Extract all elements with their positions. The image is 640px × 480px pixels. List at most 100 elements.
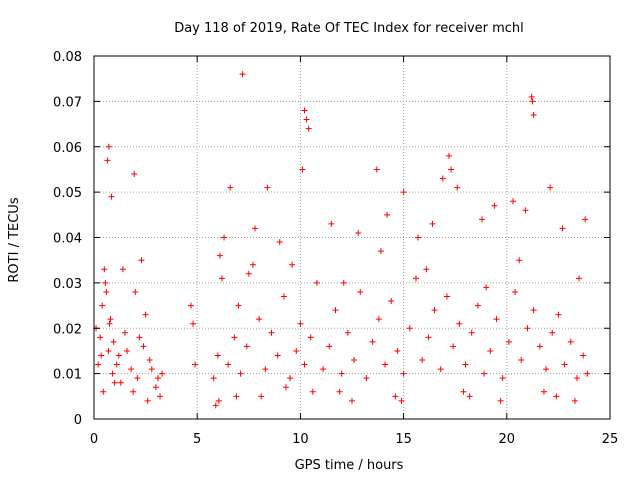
data-point bbox=[101, 266, 108, 273]
data-point bbox=[505, 338, 512, 345]
data-point bbox=[357, 288, 364, 295]
data-point bbox=[340, 279, 347, 286]
data-point bbox=[245, 270, 252, 277]
data-point bbox=[157, 393, 164, 400]
data-point bbox=[280, 293, 287, 300]
data-point bbox=[262, 366, 269, 373]
data-point bbox=[113, 361, 120, 368]
data-point bbox=[547, 184, 554, 191]
data-point bbox=[210, 375, 217, 382]
data-point bbox=[406, 325, 413, 332]
data-point bbox=[276, 239, 283, 246]
data-point bbox=[332, 307, 339, 314]
data-point bbox=[351, 357, 358, 364]
y-tick-label: 0.02 bbox=[53, 322, 82, 337]
data-point bbox=[377, 248, 384, 255]
data-point bbox=[225, 361, 232, 368]
data-point bbox=[268, 329, 275, 336]
data-point bbox=[400, 189, 407, 196]
data-point bbox=[154, 375, 161, 382]
data-point bbox=[301, 107, 308, 114]
data-point bbox=[549, 329, 556, 336]
data-point bbox=[349, 397, 355, 404]
data-point bbox=[100, 388, 107, 395]
data-point bbox=[264, 184, 271, 191]
data-point bbox=[483, 284, 490, 291]
data-point bbox=[429, 220, 436, 227]
data-point bbox=[474, 302, 481, 309]
data-point bbox=[235, 302, 242, 309]
data-point bbox=[561, 361, 568, 368]
data-point bbox=[437, 366, 444, 373]
data-point bbox=[243, 343, 250, 350]
data-point bbox=[584, 370, 591, 377]
data-point bbox=[297, 320, 304, 327]
data-point bbox=[131, 170, 138, 177]
data-point bbox=[146, 357, 153, 364]
data-point bbox=[468, 329, 475, 336]
y-tick-label: 0 bbox=[74, 413, 82, 428]
data-point bbox=[98, 352, 105, 359]
data-point bbox=[293, 347, 300, 354]
data-point bbox=[582, 216, 589, 223]
data-point bbox=[481, 370, 488, 377]
data-point bbox=[103, 288, 110, 295]
data-point bbox=[454, 184, 461, 191]
y-tick-label: 0.06 bbox=[53, 141, 82, 156]
data-point bbox=[431, 307, 438, 314]
data-point bbox=[99, 302, 106, 309]
data-point bbox=[571, 397, 578, 404]
data-point bbox=[107, 316, 114, 323]
data-point bbox=[540, 388, 547, 395]
data-point bbox=[509, 198, 516, 205]
data-point bbox=[528, 93, 535, 100]
data-point bbox=[499, 375, 506, 382]
data-point bbox=[400, 370, 407, 377]
data-point bbox=[382, 361, 389, 368]
y-axis-ticks: 0 0.01 0.02 0.03 0.04 0.05 0.06 0.07 0.08 bbox=[53, 50, 610, 428]
data-point bbox=[448, 166, 455, 173]
data-point bbox=[446, 152, 453, 159]
data-point bbox=[97, 334, 104, 341]
data-point bbox=[239, 71, 246, 78]
chart-title: Day 118 of 2019, Rate Of TEC Index for r… bbox=[174, 21, 524, 36]
y-tick-label: 0.04 bbox=[53, 232, 82, 247]
data-point bbox=[215, 397, 222, 404]
data-point bbox=[258, 393, 265, 400]
y-axis-label: ROTI / TECUs bbox=[7, 197, 22, 282]
data-point bbox=[375, 316, 382, 323]
data-point bbox=[218, 275, 225, 282]
x-axis-ticks: 0 5 10 15 20 25 bbox=[90, 56, 618, 447]
data-point bbox=[227, 184, 234, 191]
data-point bbox=[289, 261, 296, 268]
x-tick-label: 5 bbox=[193, 432, 201, 447]
data-point bbox=[543, 366, 550, 373]
data-point bbox=[287, 375, 294, 382]
y-tick-label: 0.07 bbox=[53, 95, 82, 110]
data-point bbox=[491, 202, 498, 209]
data-point bbox=[148, 366, 155, 373]
data-point bbox=[144, 397, 151, 404]
data-point bbox=[344, 329, 351, 336]
data-point bbox=[369, 338, 376, 345]
data-point bbox=[115, 352, 122, 359]
data-point bbox=[518, 357, 525, 364]
data-point bbox=[109, 370, 116, 377]
y-tick-label: 0.01 bbox=[53, 368, 82, 383]
x-tick-label: 20 bbox=[499, 432, 516, 447]
data-point bbox=[111, 379, 118, 386]
y-tick-label: 0.05 bbox=[53, 186, 82, 201]
x-tick-label: 25 bbox=[602, 432, 619, 447]
data-point bbox=[512, 288, 519, 295]
data-point bbox=[576, 275, 583, 282]
data-point bbox=[373, 166, 380, 173]
data-point bbox=[142, 311, 149, 318]
data-point bbox=[456, 320, 463, 327]
data-point bbox=[419, 357, 426, 364]
data-point bbox=[497, 397, 504, 404]
data-points bbox=[93, 71, 591, 409]
data-point bbox=[516, 257, 523, 264]
x-tick-label: 0 bbox=[90, 432, 98, 447]
data-point bbox=[363, 375, 370, 382]
data-point bbox=[251, 225, 258, 232]
